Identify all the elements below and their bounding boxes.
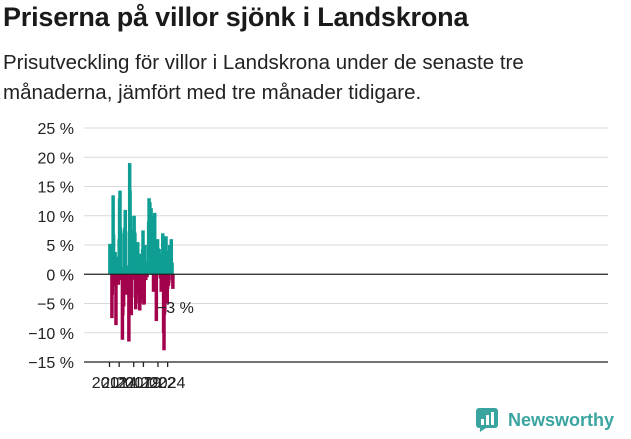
bar: [118, 227, 123, 275]
bar: [151, 274, 156, 292]
last-value-label: −3 %: [157, 300, 194, 317]
y-axis-ticks: −15 % −10 % −5 % 0 % 5 % 10 % 15 % 20 % 25 %: [28, 121, 74, 372]
bars: [108, 163, 175, 351]
chart-title: Priserna på villor sjönk i Landskrona: [3, 2, 469, 32]
y-tick-label: −15 %: [28, 355, 74, 372]
x-tick-label: 2019: [126, 375, 162, 392]
y-tick-label: 5 %: [46, 238, 74, 255]
bar: [138, 274, 143, 301]
x-tick-label: 2012: [92, 375, 128, 392]
y-tick-label: −5 %: [37, 297, 74, 314]
newsworthy-logo-icon: [476, 408, 498, 432]
bar: [113, 252, 117, 275]
y-tick-label: 10 %: [38, 209, 74, 226]
y-tick-label: 15 %: [38, 180, 74, 197]
bar: [169, 239, 174, 275]
bar: [110, 274, 114, 319]
bar: [129, 274, 134, 298]
bar: [145, 274, 149, 278]
x-tick-label: 2014: [101, 375, 137, 392]
bar: [161, 233, 165, 275]
bar: [110, 274, 115, 295]
bar: [144, 268, 149, 275]
bar: [125, 265, 130, 275]
y-tick-label: −10 %: [28, 326, 74, 343]
bar: [167, 274, 171, 284]
x-tick-label: 2022: [140, 375, 176, 392]
x-tick-label: 2024: [150, 375, 186, 392]
y-tick-label: 0 %: [46, 267, 74, 284]
bar: [130, 274, 135, 278]
newsworthy-logo: Newsworthy: [476, 408, 614, 432]
bar: [159, 274, 163, 292]
bar: [170, 262, 174, 275]
bar: [136, 256, 140, 275]
x-tick-label: 2017: [116, 375, 152, 392]
y-tick-label: 20 %: [38, 150, 74, 167]
bar: [128, 215, 133, 275]
bar: [154, 274, 159, 322]
y-tick-label: 25 %: [38, 121, 74, 138]
bar: [123, 231, 128, 275]
bar: [143, 245, 147, 275]
bar: [114, 274, 118, 326]
bar: [143, 261, 148, 275]
chart-subtitle: Prisutveckling för villor i Landskrona u…: [3, 51, 524, 104]
bar: [127, 274, 132, 298]
bar: [127, 274, 131, 342]
bar: [171, 274, 175, 289]
bar: [133, 233, 137, 275]
bar: [163, 274, 167, 313]
newsworthy-logo-text: Newsworthy: [508, 409, 615, 430]
bar: [121, 274, 126, 307]
bar: [142, 274, 146, 304]
bar: [150, 215, 154, 275]
bar: [116, 274, 121, 285]
bar: [108, 243, 112, 275]
bar: [152, 212, 157, 275]
